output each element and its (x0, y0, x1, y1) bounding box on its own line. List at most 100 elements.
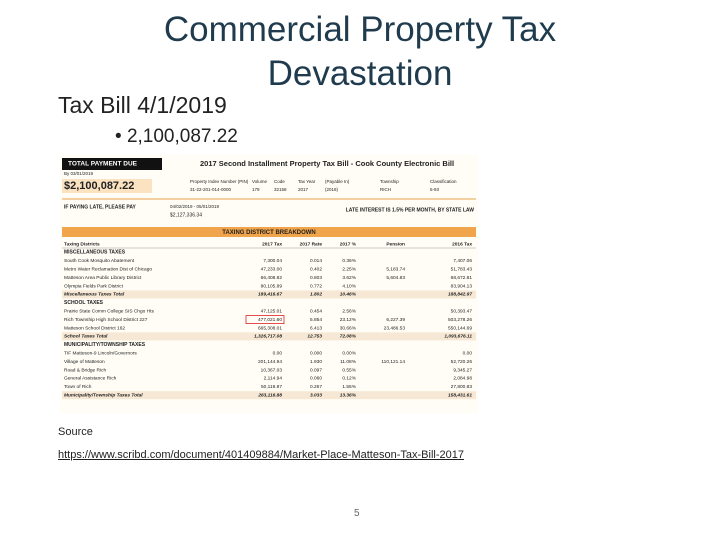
table-cell: 68,672.81 (451, 275, 473, 281)
table-cell: 0.402 (310, 266, 322, 272)
table-cell: 50,119.87 (261, 384, 282, 390)
total-cell: 1.802 (310, 292, 322, 298)
badge-box (62, 158, 162, 170)
breakdown-band (62, 227, 476, 237)
total-cell: Municipality/Township Taxes Total (64, 392, 143, 398)
property-value: (2018) (325, 187, 339, 192)
source-url[interactable]: https://www.scribd.com/document/40140988… (58, 449, 464, 461)
table-cell: 6.413 (310, 325, 322, 331)
total-band (62, 290, 476, 299)
table-cell: 5,604.83 (386, 275, 405, 281)
table-cell: 3.62% (342, 275, 356, 281)
property-value: 2017 (298, 187, 309, 192)
table-cell: 665,308.01 (258, 325, 282, 331)
table-cell: Town of Rich (64, 384, 92, 390)
table-cell: 52,720.26 (451, 359, 473, 365)
table-cell: General Assistance Rich (64, 376, 117, 382)
table-cell: 0.772 (310, 283, 322, 289)
table-cell: 0.55% (342, 367, 356, 373)
table-cell: Metro Water Reclamation Dist of Chicago (64, 266, 152, 272)
bill-background (60, 155, 478, 413)
table-cell: 9,345.27 (453, 367, 472, 373)
table-cell: Village of Matteson (64, 359, 105, 365)
table-cell: 10,367.03 (261, 367, 283, 373)
late-notice: LATE INTEREST IS 1.5% PER MONTH, BY STAT… (346, 207, 475, 213)
total-cell: 10.46% (340, 292, 357, 298)
table-cell: 550,144.69 (448, 325, 472, 331)
tax-bill-image: TOTAL PAYMENT DUE By 03/01/2019 2017 Secon… (60, 155, 478, 413)
table-cell: 0.12% (342, 376, 356, 382)
property-label: Volume (252, 179, 268, 184)
table-cell: 0.00 (273, 350, 283, 356)
total-cell: 263,116.88 (257, 392, 282, 398)
property-value: 32158 (274, 187, 287, 192)
property-value: 5-93 (430, 187, 440, 192)
table-cell: Matteson Area Public Library District (64, 275, 142, 281)
total-band (62, 391, 476, 400)
table-cell: 47,125.01 (261, 308, 283, 314)
table-cell: South Cook Mosquito Abatement (64, 258, 135, 264)
table-cell: 0.267 (310, 384, 322, 390)
property-label: Property Index Number (PIN) (190, 179, 249, 184)
table-cell: 23.12% (340, 317, 357, 323)
table-cell: 83,904.13 (451, 283, 473, 289)
property-label: Classification (430, 179, 457, 184)
amount-highlight (62, 179, 152, 193)
table-cell: Prairie State Comm College SIS Chgo Hts (64, 308, 154, 314)
table-cell: 2.56% (342, 308, 356, 314)
column-header: 2016 Tax (452, 241, 472, 247)
table-cell: 0.36% (342, 258, 356, 264)
property-label: Township (380, 179, 399, 184)
table-cell: 0.00 (463, 350, 473, 356)
slide-title: Commercial Property Tax Devastation (163, 10, 557, 93)
table-cell: 27,800.83 (451, 384, 473, 390)
total-cell: 188,842.97 (448, 292, 472, 298)
table-cell: 477,021.60 (258, 317, 282, 323)
table-cell: 80,105.89 (261, 283, 283, 289)
table-cell: 50,393.47 (451, 308, 473, 314)
table-cell: 5,183.74 (386, 266, 405, 272)
table-cell: 7,407.06 (453, 258, 472, 264)
total-cell: 13.36% (340, 392, 357, 398)
table-cell: 4.10% (342, 283, 356, 289)
table-cell: 5.854 (310, 317, 322, 323)
table-cell: 47,233.00 (261, 266, 283, 272)
table-cell: 2,084.98 (453, 376, 472, 382)
late-amount: $2,127,336.34 (170, 212, 202, 218)
section-name: MUNICIPALITY/TOWNSHIP TAXES (64, 342, 146, 348)
bill-heading: 2017 Second Installment Property Tax Bil… (200, 159, 454, 168)
table-cell: 0.454 (310, 308, 322, 314)
column-header: Pension (386, 241, 405, 247)
table-cell: 201,144.94 (258, 359, 282, 365)
total-cell: 1,093,676.11 (444, 334, 472, 340)
total-cell: 12.753 (307, 334, 322, 340)
column-header: Taxing Districts (64, 241, 100, 247)
table-cell: 23,486.53 (384, 325, 406, 331)
total-cell: 189,416.67 (258, 292, 282, 298)
table-cell: 1.55% (342, 384, 356, 390)
total-cell: School Taxes Total (64, 334, 108, 340)
property-value: 31-22-201-014-0000 (190, 187, 232, 192)
property-label: Tax Year (298, 179, 316, 184)
total-cell: 3.033 (310, 392, 322, 398)
badge: TOTAL PAYMENT DUE (68, 161, 138, 168)
table-cell: Olympia Fields Park District (64, 283, 124, 289)
property-value: 179 (252, 187, 260, 192)
property-label: (Payable In) (325, 179, 350, 184)
total-cell: Miscellaneous Taxes Total (64, 292, 125, 298)
total-band (62, 332, 476, 341)
due-by: By 03/01/2019 (64, 171, 94, 176)
table-cell: 1.930 (310, 359, 322, 365)
table-cell: 0.060 (310, 376, 322, 382)
total-cell: 1,326,717.08 (254, 334, 282, 340)
table-cell: 11.08% (340, 359, 357, 365)
table-cell: 66,408.82 (261, 275, 283, 281)
table-cell: 0.097 (310, 367, 322, 373)
section-name: SCHOOL TAXES (64, 300, 104, 306)
table-cell: Matteson School District 162 (64, 325, 125, 331)
table-cell: 2,114.94 (264, 376, 283, 382)
column-header: 2017 Rate (300, 241, 323, 247)
table-cell: Road & Bridge Rich (64, 367, 106, 373)
subtitle: Tax Bill 4/1/2019 (58, 92, 227, 118)
